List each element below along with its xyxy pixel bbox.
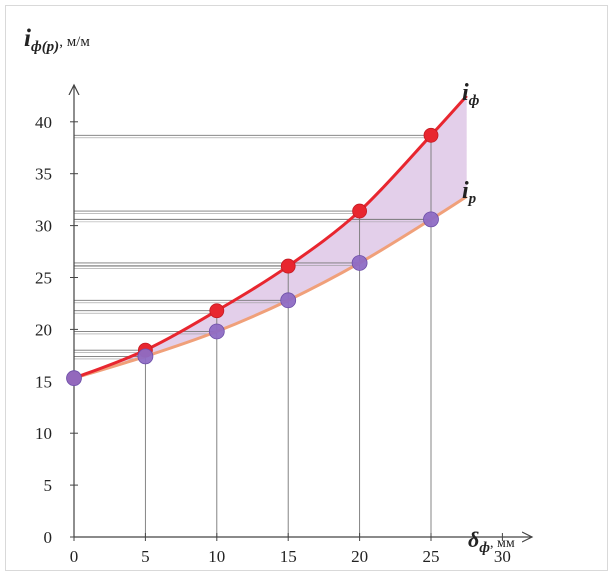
data-point-р-0 (66, 370, 82, 387)
data-point-р-5 (423, 211, 439, 228)
y-tick-label: 0 (44, 528, 53, 547)
series-line-ф (73, 94, 468, 380)
x-tick-label: 0 (70, 547, 79, 566)
y-tick-label: 20 (35, 320, 52, 339)
x-tick-label: 20 (351, 547, 368, 566)
x-tick-label: 15 (280, 547, 297, 566)
series-label-ф: iф (462, 80, 480, 109)
series-label-ф-subscript: ф (469, 93, 480, 109)
data-point-ф-4 (352, 203, 368, 219)
x-tick-label: 25 (423, 547, 440, 566)
y-axis-title: iф(р), м/м (24, 25, 90, 55)
series-label-р-symbol: i (462, 178, 469, 204)
y-tick-label: 25 (35, 269, 52, 288)
y-tick-label: 15 (35, 372, 52, 391)
data-point-ф-5 (423, 127, 439, 143)
y-tick-label: 30 (35, 217, 52, 236)
chart-frame (5, 5, 608, 571)
series-label-р: iр (462, 178, 477, 207)
x-axis-title-symbol: δ (468, 527, 479, 552)
data-point-р-4 (351, 255, 368, 271)
series-label-р-subscript: р (467, 191, 477, 207)
x-tick-label: 5 (141, 547, 150, 566)
x-tick-label: 30 (494, 547, 511, 566)
data-point-р-1 (137, 348, 154, 365)
x-axis-title: δф, мм (468, 527, 515, 556)
data-point-ф-2 (209, 303, 225, 319)
y-axis-title-unit: , м/м (59, 34, 90, 50)
x-axis-title-subscript: ф (479, 540, 490, 556)
series-label-ф-symbol: i (462, 80, 469, 106)
y-tick-label: 40 (35, 113, 52, 132)
data-point-р-3 (280, 292, 297, 309)
y-axis-title-subscript: ф(р) (31, 39, 59, 55)
data-point-р-2 (208, 323, 225, 340)
y-tick-label: 10 (35, 424, 52, 443)
x-axis-title-unit: , мм (490, 536, 515, 551)
y-tick-label: 5 (44, 476, 53, 495)
y-tick-label: 35 (35, 165, 52, 184)
y-axis-title-symbol: i (24, 25, 31, 52)
data-point-ф-3 (280, 258, 296, 274)
area-between-curves (74, 95, 467, 379)
x-tick-label: 10 (208, 547, 225, 566)
